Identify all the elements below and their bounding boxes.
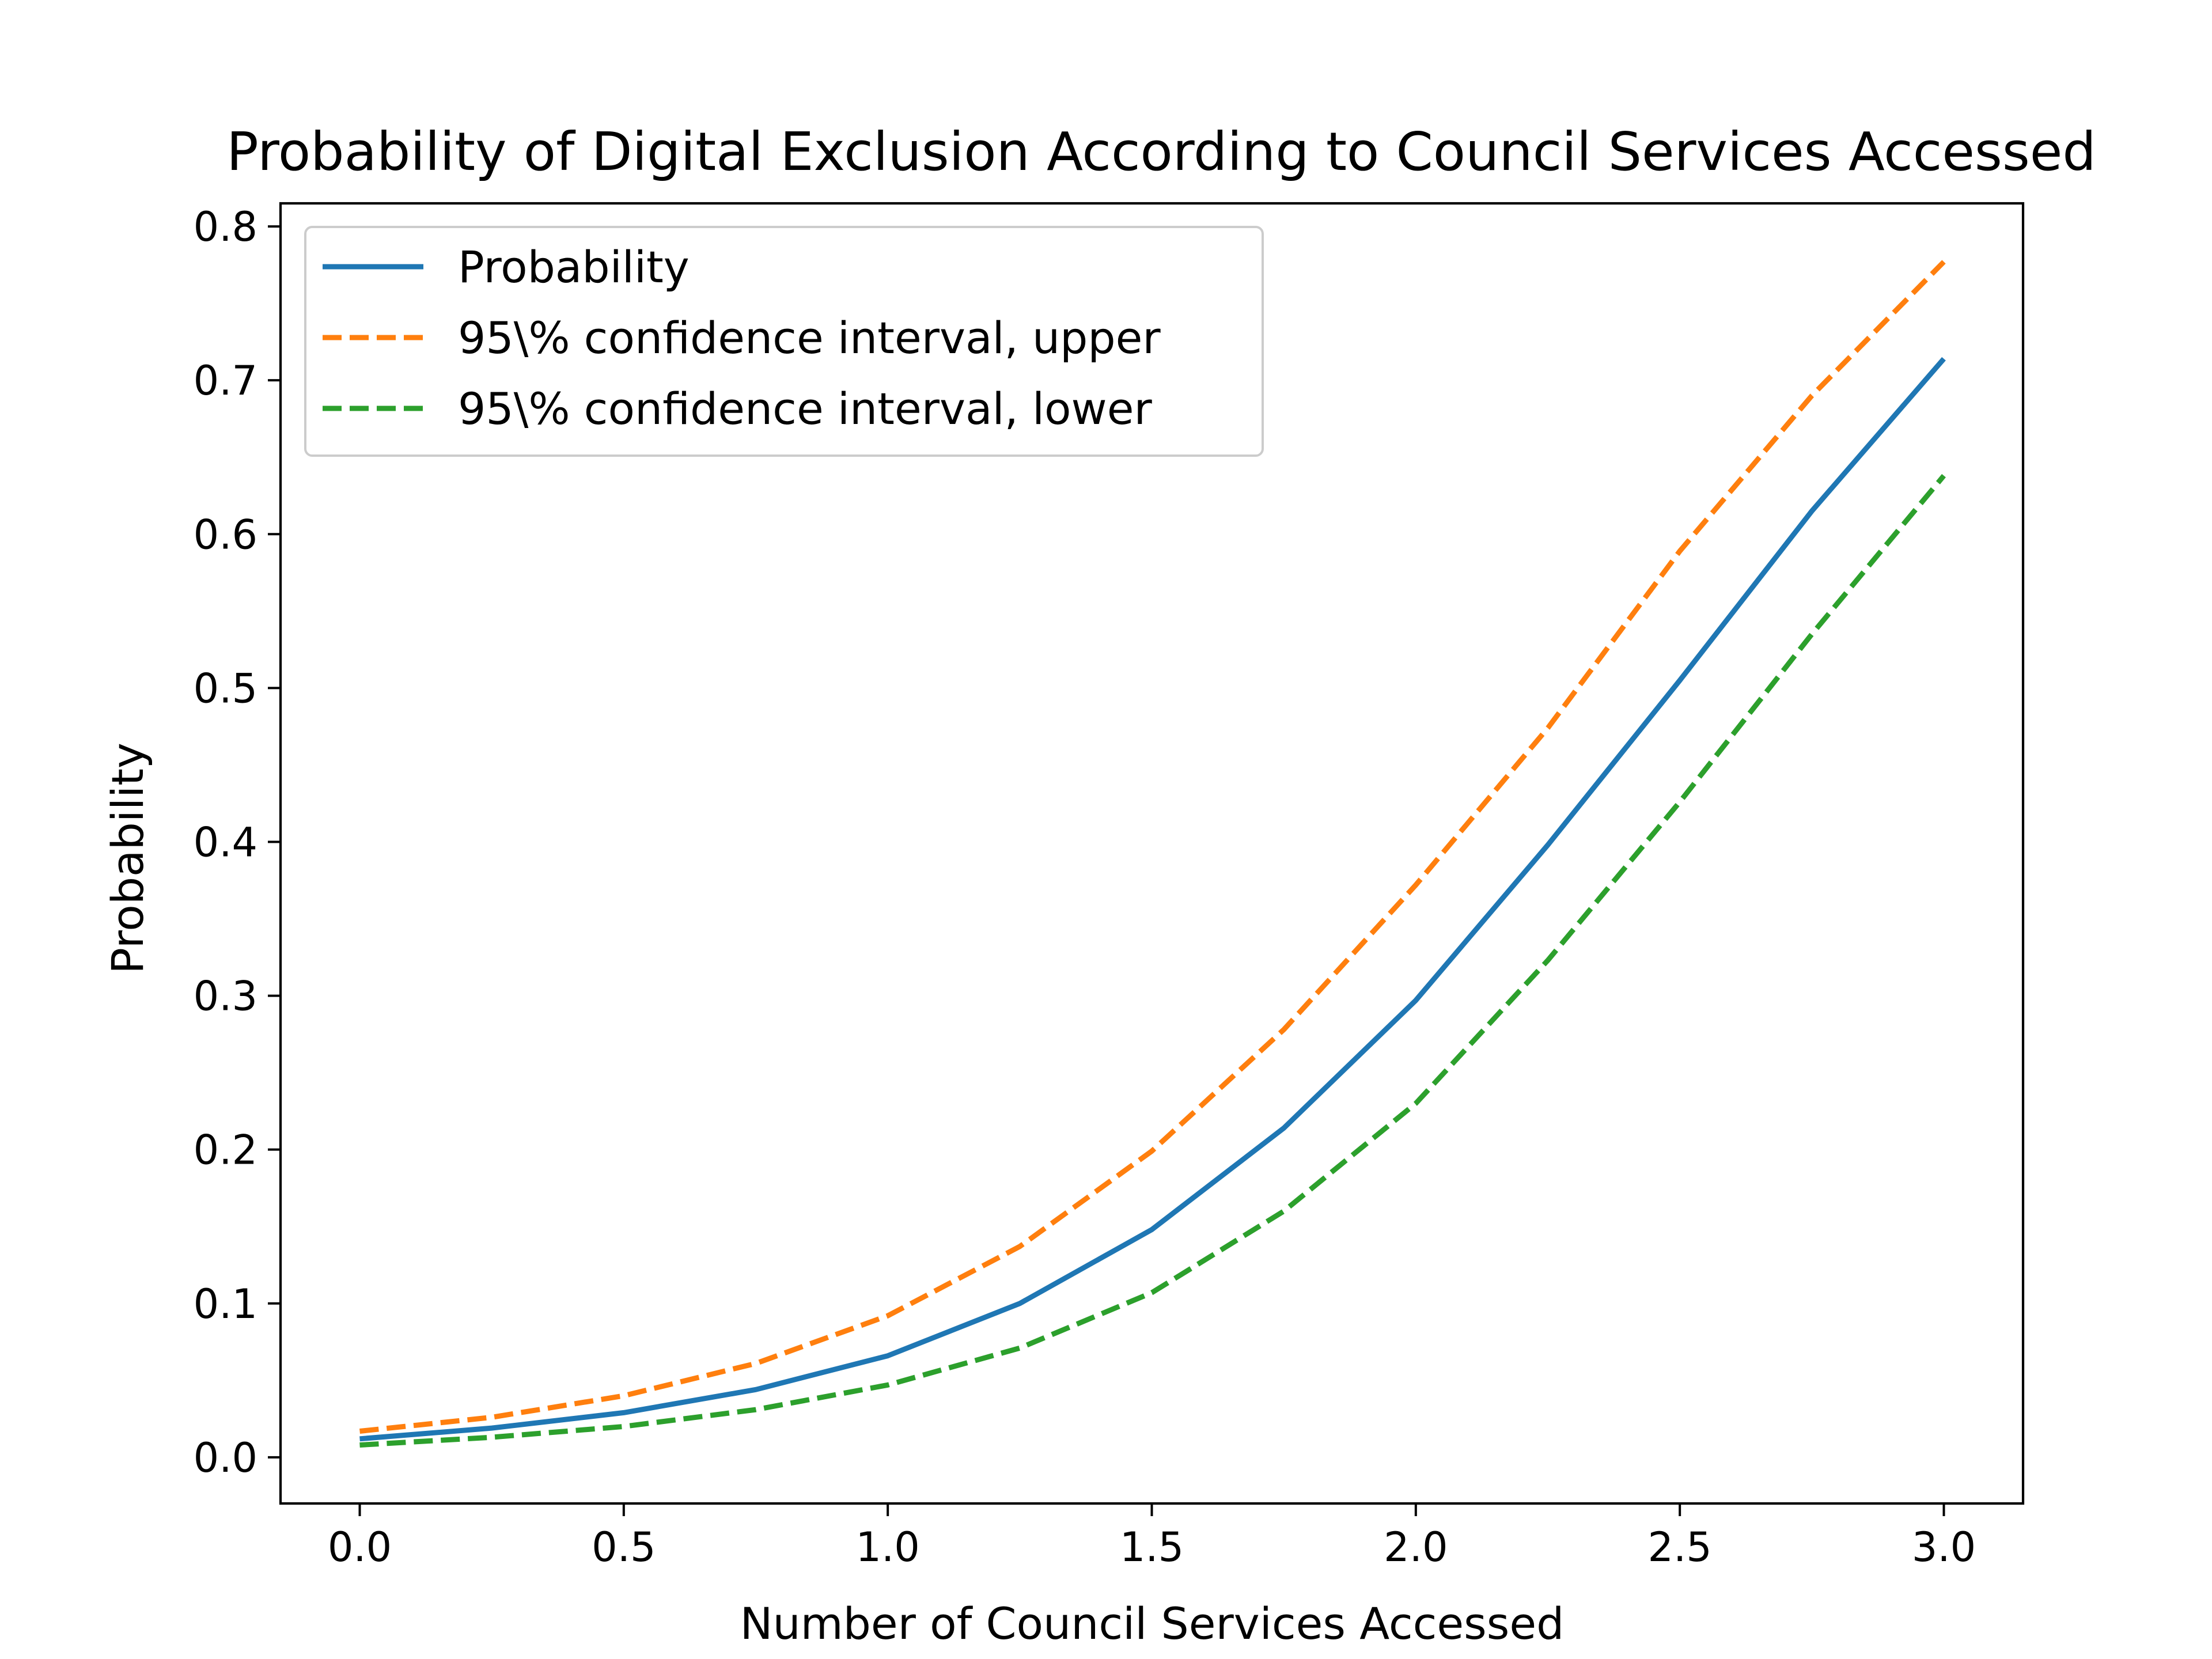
legend-label-1: 95\% confidence interval, upper bbox=[458, 312, 1161, 363]
y-tick-label: 0.7 bbox=[194, 357, 257, 404]
legend-label-2: 95\% confidence interval, lower bbox=[458, 383, 1152, 434]
y-tick-label: 0.6 bbox=[194, 511, 257, 558]
y-tick-label: 0.4 bbox=[194, 819, 257, 866]
y-tick-label: 0.1 bbox=[194, 1281, 257, 1328]
legend-box bbox=[304, 226, 1264, 457]
series-line-1 bbox=[359, 260, 1946, 1434]
y-axis-label: Probability bbox=[102, 743, 153, 974]
x-tick-label: 1.0 bbox=[856, 1524, 920, 1571]
plot-area bbox=[359, 260, 1946, 1448]
x-tick-label: 0.5 bbox=[592, 1524, 656, 1571]
x-axis-label: Number of Council Services Accessed bbox=[740, 1598, 1565, 1649]
x-tick-label: 3.0 bbox=[1912, 1524, 1976, 1571]
y-tick-label: 0.8 bbox=[194, 203, 257, 251]
y-tick-label: 0.3 bbox=[194, 973, 257, 1020]
chart-title: Probability of Digital Exclusion Accordi… bbox=[226, 121, 2096, 183]
y-tick-label: 0.0 bbox=[194, 1434, 257, 1482]
x-tick-label: 2.0 bbox=[1384, 1524, 1448, 1571]
legend-label-0: Probability bbox=[458, 241, 690, 293]
y-tick-label: 0.2 bbox=[194, 1127, 257, 1174]
legend: Probability 95\% confidence interval, upp… bbox=[304, 226, 1264, 457]
x-tick-label: 0.0 bbox=[328, 1524, 392, 1571]
series-line-0 bbox=[359, 357, 1946, 1442]
x-axis: 0.0 0.5 1.0 1.5 2.0 2.5 3.0 bbox=[328, 1503, 1976, 1571]
y-tick-label: 0.5 bbox=[194, 665, 257, 712]
x-tick-label: 1.5 bbox=[1120, 1524, 1184, 1571]
y-axis: 0.0 0.1 0.2 0.3 0.4 0.5 0.6 0.7 0.8 bbox=[194, 203, 281, 1482]
x-tick-label: 2.5 bbox=[1648, 1524, 1712, 1571]
series-line-2 bbox=[359, 474, 1946, 1448]
